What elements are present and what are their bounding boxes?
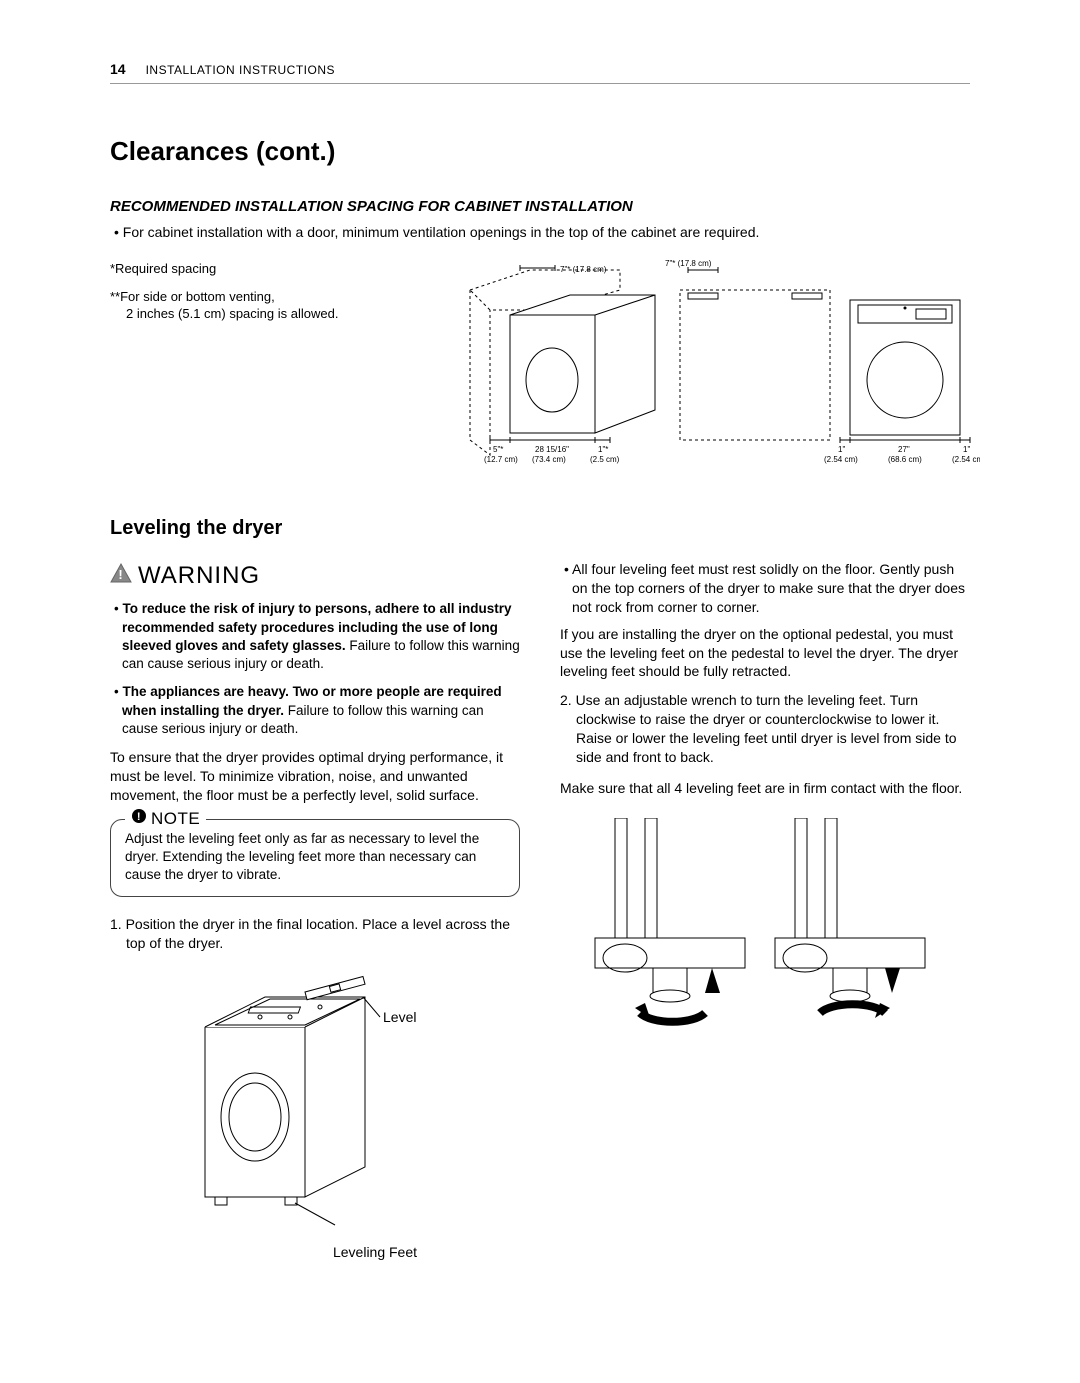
warning-bullet-1: To reduce the risk of injury to persons,… xyxy=(110,600,520,673)
side-d3b: (2.5 cm) xyxy=(590,455,620,464)
front-d1b: (2.54 cm) xyxy=(824,455,858,464)
note-body: Adjust the leveling feet only as far as … xyxy=(125,831,479,882)
cabinet-intro: For cabinet installation with a door, mi… xyxy=(110,223,970,242)
page-number: 14 xyxy=(110,60,126,79)
section-title-leveling: Leveling the dryer xyxy=(110,515,970,542)
leveling-intro: To ensure that the dryer provides optima… xyxy=(110,748,520,805)
front-d3b: (2.54 cm) xyxy=(952,455,980,464)
warning-triangle-icon: ! xyxy=(110,560,132,592)
pedestal-note: If you are installing the dryer on the o… xyxy=(560,625,970,682)
side-d1b: (12.7 cm) xyxy=(484,455,518,464)
spacing-notes: *Required spacing **For side or bottom v… xyxy=(110,260,430,475)
cabinet-subhead: RECOMMENDED INSTALLATION SPACING FOR CAB… xyxy=(110,197,970,217)
spacing-block: *Required spacing **For side or bottom v… xyxy=(110,260,970,475)
vent-line-1: **For side or bottom venting, xyxy=(110,288,430,306)
confirm-text: Make sure that all 4 leveling feet are i… xyxy=(560,779,970,798)
header-title: INSTALLATION INSTRUCTIONS xyxy=(146,62,335,78)
vent-line-2: 2 inches (5.1 cm) spacing is allowed. xyxy=(110,305,430,323)
warning-bullet-2: The appliances are heavy. Two or more pe… xyxy=(110,683,520,738)
side-d3a: 1"* xyxy=(598,445,608,454)
warning-heading: ! WARNING xyxy=(110,560,520,592)
level-label: Level xyxy=(383,1009,416,1025)
side-d2a: 28 15/16" xyxy=(535,445,569,454)
note-label: ! NOTE xyxy=(125,808,206,831)
front-d2a: 27" xyxy=(898,445,910,454)
note-box: ! NOTE Adjust the leveling feet only as … xyxy=(110,819,520,898)
side-d2b: (73.4 cm) xyxy=(532,455,566,464)
svg-text:!: ! xyxy=(137,811,141,823)
warning-label: WARNING xyxy=(138,560,260,592)
feet-adjust-diagram xyxy=(560,818,970,1053)
front-d3a: 1" xyxy=(963,445,970,454)
left-column: ! WARNING To reduce the risk of injury t… xyxy=(110,560,520,1262)
right-column: All four leveling feet must rest solidly… xyxy=(560,560,970,1262)
right-bullet-1: All four leveling feet must rest solidly… xyxy=(560,560,970,617)
dim-top-right: 7"* (17.8 cm) xyxy=(665,260,712,268)
step-2: 2. Use an adjustable wrench to turn the … xyxy=(560,691,970,767)
section-title-clearances: Clearances (cont.) xyxy=(110,134,970,169)
note-text-label: NOTE xyxy=(151,808,200,831)
front-d2b: (68.6 cm) xyxy=(888,455,922,464)
page-header: 14 INSTALLATION INSTRUCTIONS xyxy=(110,60,970,84)
side-d1a: 5"* xyxy=(493,445,503,454)
dim-top-left: 7"* (17.8 cm) xyxy=(560,265,607,274)
step-1: 1. Position the dryer in the final locat… xyxy=(110,915,520,953)
req-spacing: *Required spacing xyxy=(110,260,430,278)
info-icon: ! xyxy=(131,808,147,831)
svg-text:!: ! xyxy=(118,567,123,582)
cabinet-diagram: 7"* (17.8 cm) 5"* (12.7 cm) 28 15/16" (7… xyxy=(460,260,980,475)
dryer-level-diagram: Level Leveling Feet xyxy=(110,967,520,1262)
leveling-feet-label: Leveling Feet xyxy=(230,1243,520,1262)
front-d1a: 1" xyxy=(838,445,845,454)
two-column-layout: ! WARNING To reduce the risk of injury t… xyxy=(110,560,970,1262)
warning-bullets: To reduce the risk of injury to persons,… xyxy=(110,600,520,738)
